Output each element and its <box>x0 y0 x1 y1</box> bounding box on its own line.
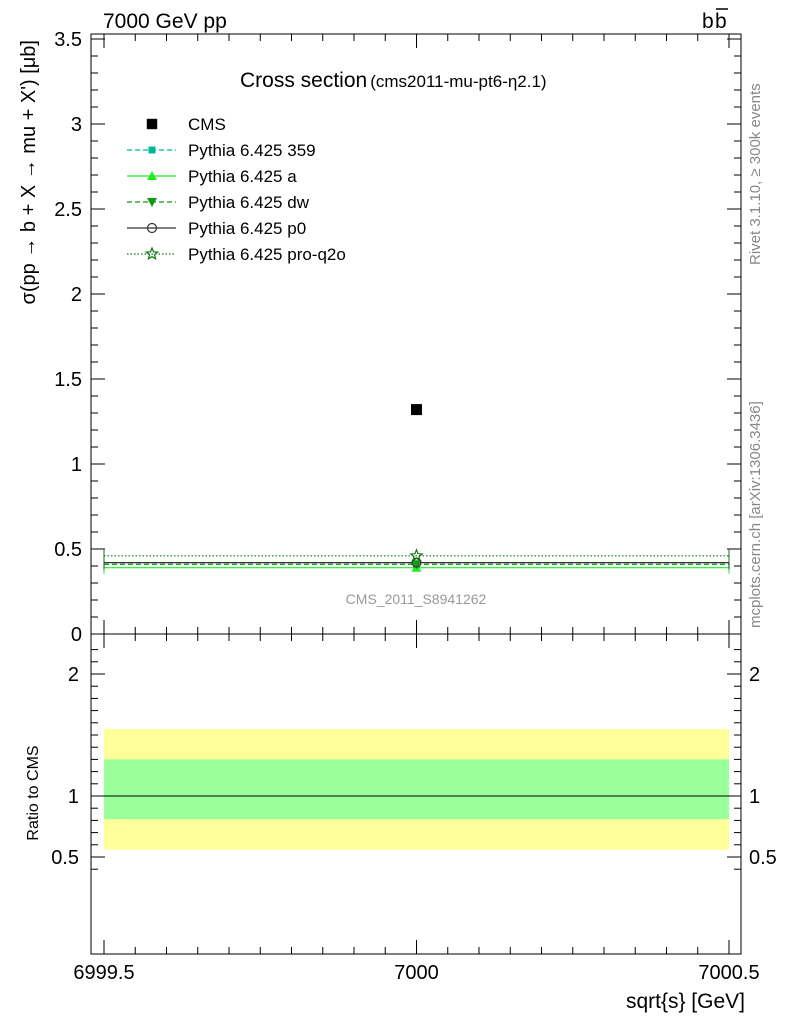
legend: CMS Pythia 6.425 359 Pythia 6.425 a Pythia … <box>127 115 346 264</box>
ratio-y-tick-label-left: 0.5 <box>51 847 79 869</box>
data-point <box>411 404 422 416</box>
legend-label: Pythia 6.425 dw <box>188 193 310 212</box>
ratio-y-tick-label-right: 0.5 <box>749 847 777 869</box>
main-y-tick-label: 1 <box>71 454 82 476</box>
x-axis-label: sqrt{s} [GeV] <box>626 990 745 1013</box>
x-tick-label: 7000.5 <box>698 962 759 984</box>
header-right-b: b <box>702 10 714 33</box>
legend-label: CMS <box>188 115 226 134</box>
legend-item: Pythia 6.425 dw <box>127 193 310 212</box>
data-point <box>409 548 424 562</box>
legend-marker <box>147 171 157 180</box>
header-right-bbar: b <box>715 10 727 33</box>
ratio-panel: 0.5 0.5 1 1 2 2 6999.5 7000 7000.5 Ratio to CMS… <box>25 633 777 1013</box>
legend-marker <box>147 198 157 207</box>
legend-item: Pythia 6.425 p0 <box>127 219 306 238</box>
ratio-band-inner <box>104 759 729 820</box>
main-y-ticks: 0 0.5 1 1.5 2 2.5 3 3.5 <box>54 29 741 646</box>
main-y-tick-label: 3 <box>71 114 82 136</box>
legend-marker <box>144 246 160 261</box>
main-y-tick-label: 3.5 <box>54 29 82 51</box>
legend-label: Pythia 6.425 359 <box>188 141 316 160</box>
main-y-tick-label: 2.5 <box>54 199 82 221</box>
main-x-ticks <box>103 34 730 634</box>
ratio-y-tick-label-right: 2 <box>749 664 760 686</box>
main-panel: 0 0.5 1 1.5 2 2.5 3 3.5 σ(pp → b + X → mu + X')… <box>18 29 742 646</box>
header-left: 7000 GeV pp <box>103 10 227 33</box>
legend-item: Pythia 6.425 pro-q2o <box>127 245 346 264</box>
main-y-tick-label: 0.5 <box>54 539 82 561</box>
main-y-tick-label: 2 <box>71 284 82 306</box>
ratio-y-tick-label-left: 2 <box>68 664 79 686</box>
legend-label: Pythia 6.425 a <box>188 167 297 186</box>
mcplots-label: mcplots.cern.ch [arXiv:1306.3436] <box>747 401 764 628</box>
chart-title: Cross section (cms2011-mu-pt6-η2.1) <box>240 69 547 92</box>
legend-marker <box>146 222 158 234</box>
legend-marker <box>148 146 156 154</box>
header-right: b b <box>702 8 728 33</box>
main-series <box>103 404 730 574</box>
ratio-y-axis-label: Ratio to CMS <box>25 745 42 840</box>
ratio-x-ticks: 6999.5 7000 7000.5 <box>73 634 760 984</box>
ratio-bands <box>104 728 729 850</box>
data-point <box>411 560 422 570</box>
chart-title-main: Cross section <box>240 69 367 92</box>
legend-label: Pythia 6.425 pro-q2o <box>188 245 346 264</box>
main-y-tick-label: 0 <box>71 624 82 646</box>
legend-item: Pythia 6.425 359 <box>127 141 316 160</box>
main-y-tick-label: 1.5 <box>54 369 82 391</box>
watermark-label: CMS_2011_S8941262 <box>346 591 487 607</box>
legend-label: Pythia 6.425 p0 <box>188 219 306 238</box>
legend-item: CMS <box>146 115 226 134</box>
x-tick-label: 7000 <box>394 962 439 984</box>
main-y-axis-label: σ(pp → b + X → mu + X') [μb] <box>18 40 40 304</box>
rivet-label: Rivet 3.1.10, ≥ 300k events <box>747 83 764 265</box>
ratio-y-tick-label-left: 1 <box>68 786 79 808</box>
legend-marker <box>146 118 158 130</box>
chart-subtitle: (cms2011-mu-pt6-η2.1) <box>370 72 546 91</box>
ratio-y-tick-label-right: 1 <box>749 786 760 808</box>
x-tick-label: 6999.5 <box>73 962 134 984</box>
legend-item: Pythia 6.425 a <box>127 167 297 186</box>
ratio-y-ticks: 0.5 0.5 1 1 2 2 <box>51 649 777 870</box>
